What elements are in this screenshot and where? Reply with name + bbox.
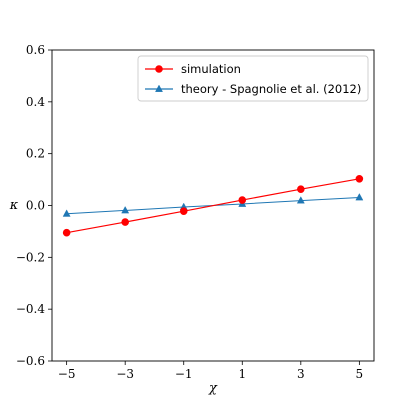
tick-layer: −5 −3 −1 1 3 5 −0.6 −0.4 −0.2 0.0 0.2 0.4 0.6	[16, 43, 363, 381]
data-point-triangle	[121, 206, 130, 214]
legend-marker	[155, 84, 163, 92]
y-tick-label: −0.4	[16, 302, 46, 316]
series-line-circle	[66, 178, 360, 234]
x-tick-label: 1	[238, 367, 246, 381]
x-tick-label: −3	[116, 367, 134, 381]
legend-marker	[155, 65, 163, 73]
legend-label: simulation	[181, 62, 241, 76]
legend: simulation theory - Spagnolie et al. (201…	[137, 55, 369, 102]
x-tick-label: 3	[297, 367, 305, 381]
data-point-circle	[297, 185, 305, 193]
y-tick-label: −0.6	[16, 354, 45, 368]
y-tick-label: 0.6	[26, 43, 45, 57]
y-axis-label: κ	[9, 198, 19, 213]
x-tick-label: −1	[175, 367, 193, 381]
x-tick-label: 5	[356, 367, 364, 381]
data-point-circle	[238, 196, 247, 204]
data-point-circle	[355, 175, 364, 183]
legend-frame	[137, 55, 369, 102]
data-point-triangle	[296, 196, 305, 204]
y-tick-label: −0.2	[16, 250, 45, 264]
series-layer	[62, 175, 364, 237]
x-tick-label: −5	[58, 367, 76, 381]
y-tick-label: 0.4	[26, 95, 45, 109]
x-axis-label: χ	[208, 381, 218, 396]
y-tick-label: 0.2	[26, 147, 45, 161]
data-point-triangle	[355, 193, 364, 201]
data-point-triangle	[62, 209, 71, 217]
y-tick-label: 0.0	[26, 199, 45, 213]
data-point-circle	[62, 228, 71, 237]
legend-label: theory - Spagnolie et al. (2012)	[181, 82, 361, 96]
data-point-circle	[121, 218, 129, 226]
data-point-circle	[179, 207, 188, 216]
legend-items: simulation theory - Spagnolie et al. (201…	[145, 62, 361, 96]
